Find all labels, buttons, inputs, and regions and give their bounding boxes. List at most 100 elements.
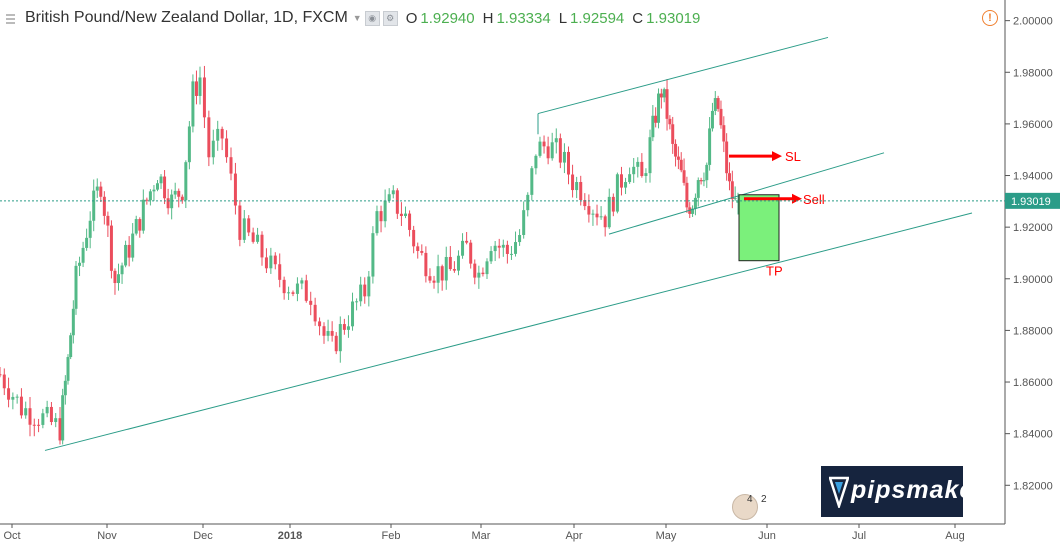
pipsmake-logo: pipsmake	[821, 466, 973, 517]
candle-body	[624, 182, 628, 188]
candle-body	[342, 324, 346, 330]
candle-body	[177, 190, 181, 197]
x-tick-label: Feb	[382, 530, 401, 542]
candle-body	[628, 174, 632, 183]
y-tick-label: 1.88000	[1013, 325, 1053, 337]
candle-body	[632, 166, 636, 175]
candle-body	[211, 140, 215, 158]
candle-body	[326, 331, 330, 336]
trend-line	[44, 212, 973, 451]
candle-body	[247, 218, 251, 233]
candle-body	[615, 174, 619, 212]
candle-body	[485, 261, 489, 275]
candle-body	[676, 156, 680, 160]
candle-body	[106, 215, 110, 226]
candle-body	[736, 200, 740, 203]
close-value: 1.93019	[646, 9, 701, 27]
candle-body	[109, 225, 113, 271]
drag-handle-icon[interactable]	[6, 12, 15, 24]
candle-body	[595, 213, 599, 218]
candle-body	[295, 283, 299, 294]
candle-body	[334, 335, 338, 352]
alert-icon[interactable]: !	[982, 10, 998, 26]
candle-body	[550, 142, 554, 159]
candle-body	[269, 255, 273, 269]
symbol-title[interactable]: British Pound/New Zealand Dollar, 1D, FX…	[25, 9, 348, 26]
candle-body	[716, 98, 720, 109]
candle-body	[28, 408, 32, 425]
candle-body	[682, 170, 686, 183]
candle-body	[679, 159, 683, 171]
sl-arrow-head	[772, 151, 782, 162]
candle-body	[514, 242, 518, 254]
y-tick-label: 1.90000	[1013, 274, 1053, 286]
candle-body	[170, 194, 174, 209]
candle-body	[49, 406, 53, 422]
candle-body	[465, 240, 469, 243]
candle-body	[534, 155, 538, 169]
candle-body	[571, 174, 575, 191]
candle-body	[542, 141, 546, 147]
trend-lines	[44, 36, 973, 451]
candle-body	[448, 256, 452, 270]
candle-body	[509, 253, 513, 255]
candle-body	[436, 266, 440, 283]
candle-body	[387, 194, 391, 201]
candle-body	[155, 183, 159, 190]
badge-count-right: 2	[761, 494, 767, 505]
candle-body	[408, 213, 412, 230]
candle-body	[640, 161, 644, 176]
candle-body	[220, 128, 224, 139]
close-label: C	[632, 9, 644, 27]
candle-body	[562, 151, 566, 163]
candle-body	[367, 276, 371, 297]
x-tick-label: Dec	[193, 530, 213, 542]
candle-body	[579, 181, 583, 201]
candle-body	[124, 244, 128, 266]
candle-body	[619, 174, 623, 188]
candle-body	[71, 308, 75, 336]
candle-body	[225, 138, 229, 158]
candlestick-series	[0, 65, 740, 445]
candle-body	[330, 331, 334, 336]
candle-body	[379, 211, 383, 222]
candle-body	[727, 173, 731, 182]
candle-body	[662, 89, 666, 98]
candle-body	[92, 190, 96, 221]
candle-body	[233, 173, 237, 206]
candle-body	[74, 265, 78, 309]
candle-body	[489, 251, 493, 262]
x-tick-label: May	[656, 530, 677, 542]
chevron-down-icon[interactable]: ▼	[352, 13, 362, 23]
candle-body	[546, 146, 550, 159]
candle-body	[355, 301, 359, 303]
candle-body	[473, 263, 477, 278]
candle-body	[554, 138, 558, 143]
candle-body	[260, 234, 264, 258]
candle-body	[722, 125, 726, 142]
candle-body	[198, 77, 202, 96]
candle-body	[648, 137, 652, 174]
y-tick-label: 1.92000	[1013, 222, 1053, 234]
candle-body	[287, 292, 291, 294]
candle-body	[440, 266, 444, 281]
candle-body	[88, 220, 92, 238]
candle-body	[505, 244, 509, 254]
candle-body	[0, 374, 2, 376]
gear-icon[interactable]: ⚙	[382, 10, 398, 26]
candle-body	[587, 206, 591, 215]
candle-body	[651, 115, 655, 138]
candle-body	[166, 198, 170, 209]
trend-line	[608, 152, 885, 235]
current-price-label: 1.93019	[1011, 196, 1051, 208]
candle-body	[481, 272, 485, 275]
eye-icon[interactable]: ◉	[364, 10, 380, 26]
candle-body	[127, 244, 131, 258]
candle-body	[102, 196, 106, 216]
candle-body	[522, 210, 526, 235]
candle-body	[63, 380, 67, 396]
candle-body	[424, 252, 428, 277]
candle-body	[202, 77, 206, 118]
candle-body	[383, 200, 387, 222]
